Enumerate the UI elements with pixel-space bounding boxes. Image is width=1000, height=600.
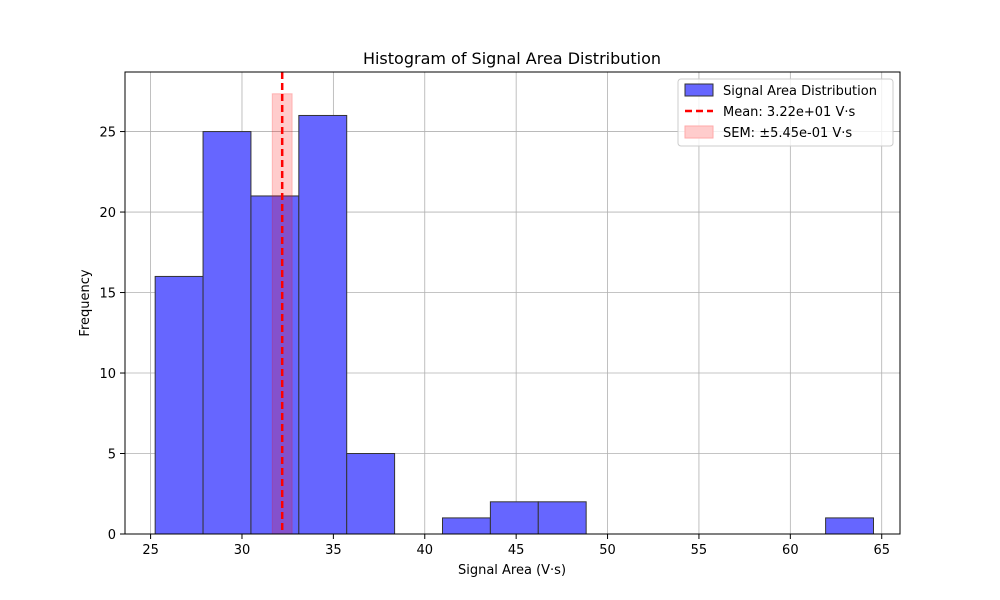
x-tick-label: 25	[142, 543, 159, 558]
legend-box	[677, 78, 894, 147]
legend-label-histogram: Signal Area Distribution	[723, 84, 877, 99]
histogram-bar	[825, 517, 874, 535]
histogram-bars	[154, 114, 874, 535]
sem-band	[271, 93, 293, 535]
histogram-bar	[489, 501, 539, 535]
histogram-bar	[441, 517, 491, 535]
x-axis-label: Signal Area (V·s)	[458, 563, 566, 578]
x-tick-label: 65	[873, 543, 890, 558]
y-axis-ticks: 0 5 10 15 20 25	[99, 126, 125, 543]
y-tick-label: 15	[99, 287, 116, 302]
y-tick-label: 10	[99, 367, 116, 382]
x-tick-label: 60	[782, 543, 799, 558]
histogram-bar	[346, 453, 396, 535]
histogram-bar	[202, 131, 252, 535]
histogram-bar	[537, 501, 587, 535]
chart-title: Histogram of Signal Area Distribution	[363, 49, 661, 68]
y-axis-label: Frequency	[78, 269, 93, 336]
sem-band-layer	[271, 93, 293, 535]
x-axis-ticks: 25 30 35 40 45 50 55 60 65	[142, 534, 890, 558]
x-tick-label: 50	[599, 543, 616, 558]
x-tick-label: 35	[325, 543, 342, 558]
legend-swatch-sem	[684, 125, 714, 139]
y-tick-label: 0	[108, 528, 116, 543]
legend: Signal Area Distribution Mean: 3.22e+01 V…	[677, 78, 894, 147]
x-tick-label: 45	[508, 543, 525, 558]
legend-label-sem: SEM: ±5.45e-01 V·s	[723, 126, 852, 141]
histogram-bar	[298, 114, 348, 535]
y-tick-label: 25	[99, 126, 116, 141]
legend-swatch-histogram	[684, 83, 714, 97]
histogram-bar	[250, 195, 300, 535]
y-tick-label: 20	[99, 206, 116, 221]
x-tick-label: 55	[691, 543, 708, 558]
y-tick-label: 5	[108, 448, 116, 463]
legend-label-mean: Mean: 3.22e+01 V·s	[723, 105, 855, 120]
histogram-bar	[154, 275, 204, 535]
x-tick-label: 30	[234, 543, 251, 558]
x-tick-label: 40	[416, 543, 433, 558]
plot-frame	[124, 71, 901, 535]
